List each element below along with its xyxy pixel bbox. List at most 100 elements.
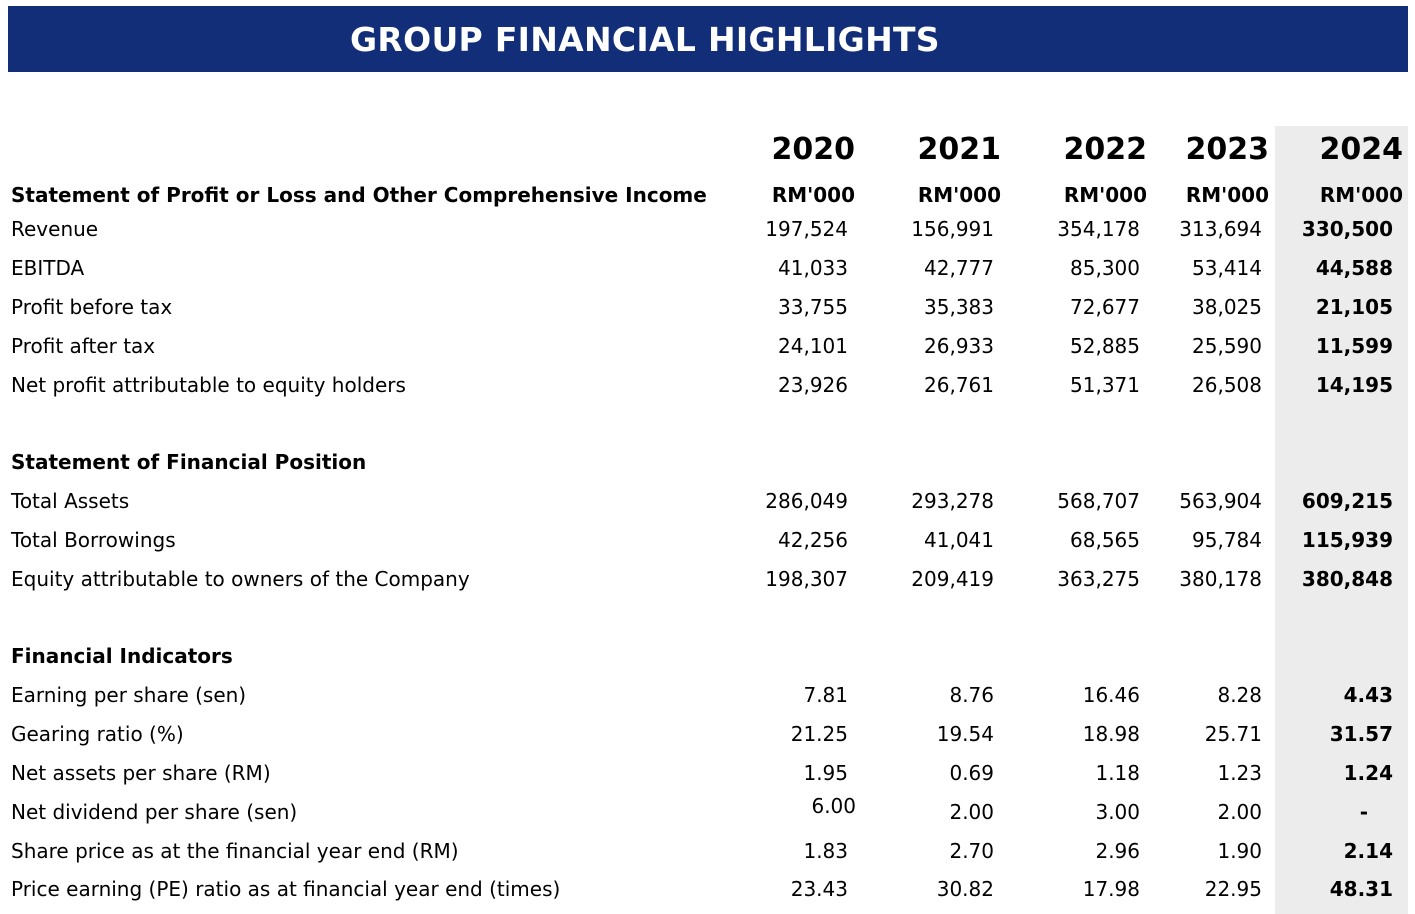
value-cell: 1.90 [1217,839,1262,863]
value-cell: 51,371 [1070,373,1140,397]
unit-header-2021: RM'000 [917,183,1001,207]
value-cell: 23.43 [790,877,848,901]
value-cell: 17.98 [1082,877,1140,901]
value-cell-current: 1.24 [1343,761,1393,785]
value-cell-current: 11,599 [1315,334,1393,358]
value-cell: 16.46 [1082,683,1140,707]
table-row: Gearing ratio (%) 21.25 19.54 18.98 25.7… [0,720,1415,748]
value-cell: 1.18 [1095,761,1140,785]
row-label: Total Borrowings [11,528,176,552]
value-cell-current: 4.43 [1343,683,1393,707]
table-row: Share price as at the financial year end… [0,837,1415,865]
row-label: Total Assets [11,489,130,513]
table-row: Price earning (PE) ratio as at financial… [0,875,1415,903]
unit-header-2020: RM'000 [771,183,855,207]
value-cell: 0.69 [949,761,994,785]
unit-header-2023: RM'000 [1185,183,1269,207]
value-cell: 2.00 [1217,800,1262,824]
value-cell: 363,275 [1057,567,1140,591]
value-cell: 30.82 [936,877,994,901]
table-row: Profit after tax 24,101 26,933 52,885 25… [0,332,1415,360]
year-header-2024: 2024 [1319,132,1404,167]
value-cell: 26,933 [924,334,994,358]
value-cell: 2.00 [949,800,994,824]
value-cell: 286,049 [765,489,848,513]
table-row: Profit before tax 33,755 35,383 72,677 3… [0,293,1415,321]
row-label: Net dividend per share (sen) [11,800,298,824]
value-cell: 42,256 [778,528,848,552]
table-row: Total Borrowings 42,256 41,041 68,565 95… [0,526,1415,554]
row-label: Gearing ratio (%) [11,722,184,746]
row-label: Profit after tax [11,334,156,358]
value-cell: 8.76 [949,683,994,707]
value-cell: 25.71 [1204,722,1262,746]
value-cell: 68,565 [1070,528,1140,552]
value-cell: 1.95 [803,761,848,785]
value-cell: 198,307 [765,567,848,591]
value-cell: 354,178 [1057,217,1140,241]
value-cell: 293,278 [911,489,994,513]
value-cell: 380,178 [1179,567,1262,591]
current-year-highlight [1275,126,1408,914]
value-cell: 6.00 [811,794,856,818]
section-title-financial-position: Statement of Financial Position [11,450,367,474]
unit-header-2022: RM'000 [1063,183,1147,207]
value-cell: 197,524 [765,217,848,241]
year-header-2023: 2023 [1185,132,1270,167]
value-cell: 25,590 [1192,334,1262,358]
value-cell-current: 14,195 [1315,373,1393,397]
table-row: Earning per share (sen) 7.81 8.76 16.46 … [0,681,1415,709]
value-cell: 35,383 [924,295,994,319]
value-cell: 19.54 [936,722,994,746]
row-label: Equity attributable to owners of the Com… [11,567,470,591]
value-cell: 1.83 [803,839,848,863]
table-row: Revenue 197,524 156,991 354,178 313,694 … [0,215,1415,243]
section-title-profit-loss: Statement of Profit or Loss and Other Co… [11,183,707,207]
value-cell: 2.70 [949,839,994,863]
value-cell-current: 48.31 [1329,877,1393,901]
value-cell: 38,025 [1192,295,1262,319]
table-row: EBITDA 41,033 42,777 85,300 53,414 44,58… [0,254,1415,282]
unit-header-2024: RM'000 [1319,183,1403,207]
value-cell: 3.00 [1095,800,1140,824]
value-cell-current: 21,105 [1315,295,1393,319]
value-cell-current: 31.57 [1329,722,1393,746]
value-cell: 24,101 [778,334,848,358]
value-cell: 18.98 [1082,722,1140,746]
value-cell: 563,904 [1179,489,1262,513]
value-cell: 23,926 [778,373,848,397]
table-row: Net dividend per share (sen) 6.00 2.00 3… [0,794,1415,826]
value-cell: 209,419 [911,567,994,591]
value-cell: 26,761 [924,373,994,397]
row-label: Earning per share (sen) [11,683,247,707]
value-cell: 2.96 [1095,839,1140,863]
value-cell: 53,414 [1192,256,1262,280]
value-cell: 95,784 [1192,528,1262,552]
value-cell: 72,677 [1070,295,1140,319]
value-cell: 33,755 [778,295,848,319]
value-cell: 26,508 [1192,373,1262,397]
table-row: Total Assets 286,049 293,278 568,707 563… [0,487,1415,515]
value-cell-current: 380,848 [1301,567,1393,591]
row-label: EBITDA [11,256,85,280]
row-label: Price earning (PE) ratio as at financial… [11,877,561,901]
value-cell: 8.28 [1217,683,1262,707]
value-cell: 22.95 [1204,877,1262,901]
row-label: Profit before tax [11,295,173,319]
value-cell: 21.25 [790,722,848,746]
value-cell-current: 330,500 [1301,217,1393,241]
value-cell: 41,041 [924,528,994,552]
title-banner: GROUP FINANCIAL HIGHLIGHTS [8,6,1408,72]
table-row: Net profit attributable to equity holder… [0,371,1415,399]
year-header-2020: 2020 [771,132,856,167]
row-label: Revenue [11,217,99,241]
value-cell-current: 115,939 [1301,528,1393,552]
value-cell: 42,777 [924,256,994,280]
value-cell-current: 609,215 [1301,489,1393,513]
table-row: Equity attributable to owners of the Com… [0,565,1415,593]
value-cell: 52,885 [1070,334,1140,358]
row-label: Share price as at the financial year end… [11,839,459,863]
value-cell: 568,707 [1057,489,1140,513]
value-cell: 41,033 [778,256,848,280]
row-label: Net profit attributable to equity holder… [11,373,406,397]
